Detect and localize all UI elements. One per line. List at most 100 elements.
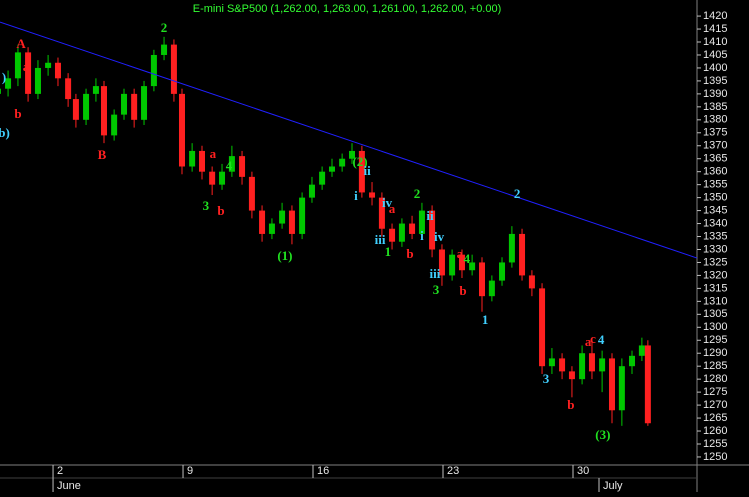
candle-body <box>629 355 636 367</box>
candle-body <box>5 78 12 89</box>
y-tick-label: 1310 <box>703 295 727 307</box>
candle-body <box>499 262 506 281</box>
wave-label: B <box>98 147 107 162</box>
y-tick-label: 1300 <box>703 321 727 333</box>
candle-body <box>559 358 566 372</box>
candle-body <box>239 156 246 177</box>
candle-body <box>398 223 405 242</box>
y-tick-label: 1340 <box>703 217 727 229</box>
y-tick-label: 1415 <box>703 23 727 35</box>
y-tick-label: 1285 <box>703 360 727 372</box>
y-tick-label: 1270 <box>703 399 727 411</box>
candle-body <box>618 366 625 411</box>
candle-body <box>378 197 385 229</box>
wave-label: iv <box>382 195 393 210</box>
candle-body <box>644 345 651 424</box>
y-tick-label: 1295 <box>703 334 727 346</box>
month-label: June <box>57 480 81 492</box>
y-tick-label: 1355 <box>703 179 727 191</box>
y-tick-label: 1385 <box>703 101 727 113</box>
wave-label: 3 <box>203 198 210 213</box>
wave-label: (2) <box>352 154 367 169</box>
wave-label: a <box>23 59 30 74</box>
y-tick-label: 1400 <box>703 62 727 74</box>
trendline <box>0 21 698 259</box>
y-tick-label: 1405 <box>703 49 727 61</box>
x-tick-label: 30 <box>577 465 589 477</box>
candle-body <box>349 150 356 159</box>
candle-body <box>72 99 79 120</box>
x-tick-label: 9 <box>187 465 193 477</box>
candle-body <box>121 93 128 115</box>
wave-label: 2 <box>161 20 168 35</box>
candle-body <box>14 52 21 79</box>
y-tick-label: 1380 <box>703 114 727 126</box>
candle-body <box>178 93 185 167</box>
wave-label: 1 <box>385 244 392 259</box>
wave-label: 3 <box>543 371 550 386</box>
candle-body <box>568 371 575 380</box>
x-tick-label: 23 <box>447 465 459 477</box>
candle-body <box>469 262 476 271</box>
x-tick-label: 16 <box>317 465 329 477</box>
wave-label: 2 <box>414 186 421 201</box>
y-tick-label: 1390 <box>703 88 727 100</box>
candle-body <box>170 44 177 94</box>
candle-body <box>458 254 465 271</box>
candle-body <box>141 86 148 120</box>
wave-label: ii <box>426 208 434 223</box>
candle-body <box>228 156 235 172</box>
y-tick-label: 1395 <box>703 75 727 87</box>
candle-body <box>409 223 416 234</box>
candle-body <box>111 114 118 136</box>
wave-label: i <box>420 228 424 243</box>
wave-label: b <box>567 397 574 412</box>
candle-body <box>528 275 535 289</box>
candle-body <box>438 249 445 276</box>
y-tick-label: 1320 <box>703 269 727 281</box>
y-tick-label: 1265 <box>703 412 727 424</box>
candle-body <box>588 353 595 372</box>
y-tick-label: 1345 <box>703 204 727 216</box>
candle-body <box>92 86 99 94</box>
wave-label: b <box>217 203 224 218</box>
wave-label: ) <box>2 69 6 84</box>
candle-body <box>319 171 326 185</box>
candle-body <box>150 54 157 87</box>
candle-body <box>279 210 286 224</box>
wave-label: 1 <box>482 312 489 327</box>
y-tick-label: 1365 <box>703 153 727 165</box>
candle-body <box>389 228 396 242</box>
candle-body <box>418 210 425 234</box>
candle-body <box>100 86 107 136</box>
y-tick-label: 1255 <box>703 438 727 450</box>
candle-body <box>248 176 255 211</box>
wave-label: i <box>354 188 358 203</box>
wave-label: iii <box>430 266 441 281</box>
y-tick-label: 1325 <box>703 256 727 268</box>
wave-label: b <box>459 283 466 298</box>
candle-body <box>429 210 436 250</box>
wave-label: b <box>406 246 413 261</box>
wave-label: ii <box>363 163 371 178</box>
candle-body <box>449 254 456 276</box>
wave-label: 4 <box>226 158 233 173</box>
candle-body <box>45 62 52 68</box>
candle-body <box>0 88 1 94</box>
candle-body <box>358 150 365 193</box>
wave-label: a <box>585 334 592 349</box>
wave-label: a <box>457 246 464 261</box>
wave-label: 4 <box>598 332 605 347</box>
candle-body <box>508 233 515 263</box>
candle-body <box>65 78 72 100</box>
y-tick-label: 1250 <box>703 451 727 463</box>
candle-body <box>209 171 216 185</box>
candle-body <box>599 358 606 372</box>
wave-label: 2 <box>514 186 521 201</box>
wave-label: a <box>210 146 217 161</box>
y-tick-label: 1370 <box>703 140 727 152</box>
y-tick-label: 1260 <box>703 425 727 437</box>
wave-label: (3) <box>595 427 610 442</box>
